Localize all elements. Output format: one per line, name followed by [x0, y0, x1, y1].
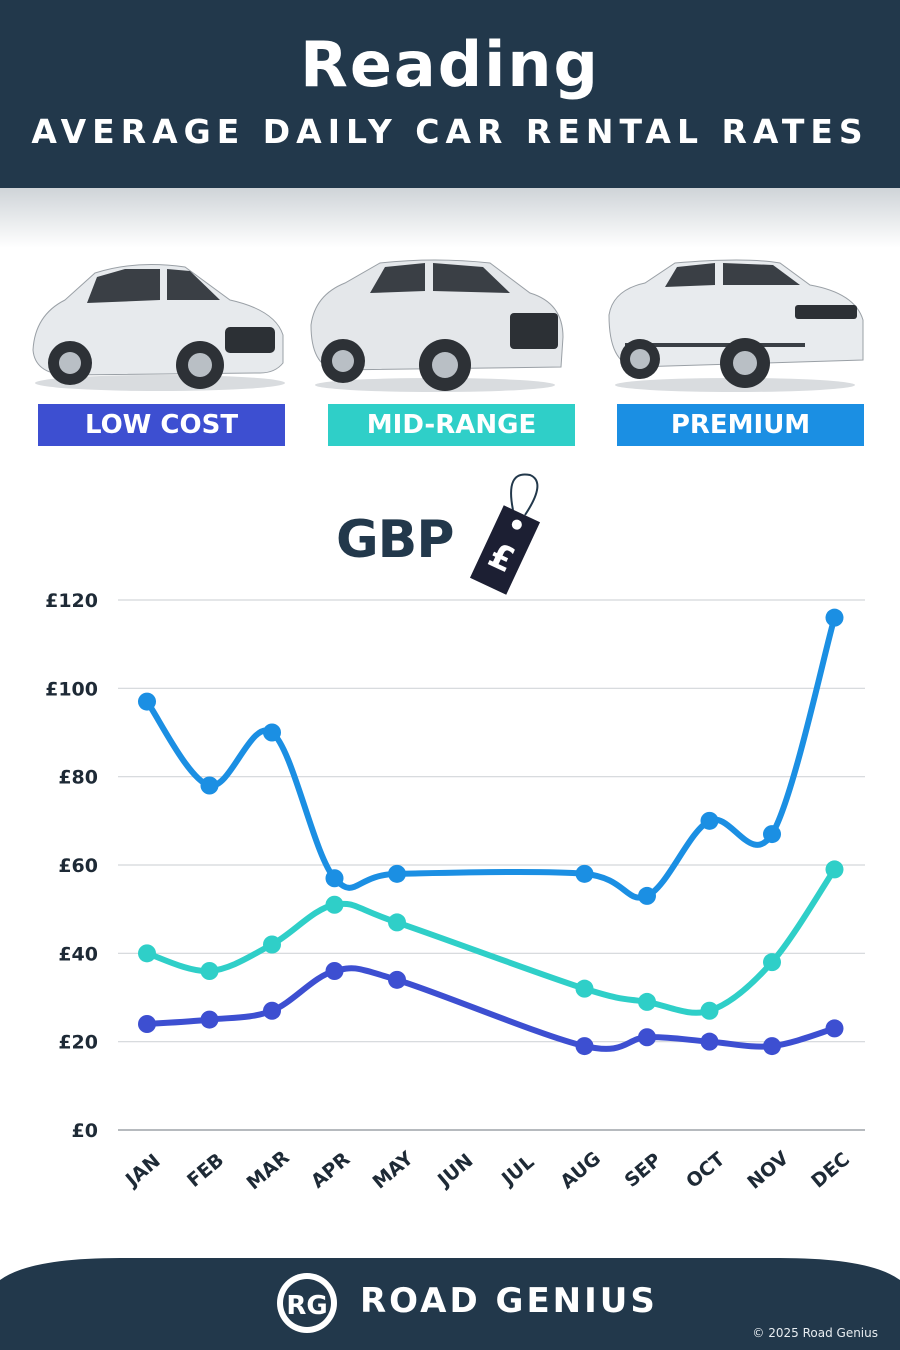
x-tick-label: SEP	[621, 1149, 666, 1192]
pound-price-tag-icon: £	[469, 473, 541, 595]
x-tick-label: AUG	[556, 1147, 605, 1193]
suv-car-icon	[310, 259, 564, 392]
x-tick-label: FEB	[183, 1149, 228, 1192]
data-point	[138, 692, 156, 711]
category-mid-range: MID-RANGE	[328, 404, 575, 446]
data-point	[763, 825, 781, 844]
x-tick-label: JAN	[120, 1150, 165, 1192]
header-banner: Reading AVERAGE DAILY CAR RENTAL RATES	[0, 0, 900, 188]
y-tick-label: £100	[45, 678, 98, 700]
x-tick-label: APR	[307, 1148, 355, 1193]
line-chart: £0 £20 £40 £60 £80 £100 £120 JAN FEB MAR APR MAY JU…	[45, 590, 865, 1194]
data-point	[138, 1015, 156, 1033]
x-tick-label: OCT	[682, 1148, 729, 1193]
data-point	[638, 992, 656, 1011]
x-tick-label: MAR	[243, 1146, 294, 1194]
data-point	[825, 860, 844, 879]
category-premium: PREMIUM	[617, 404, 864, 446]
header-shadow	[0, 188, 900, 248]
x-tick-label: NOV	[743, 1147, 793, 1194]
data-point	[200, 1010, 219, 1029]
data-point	[638, 886, 656, 905]
data-point	[638, 1028, 656, 1047]
y-tick-label: £60	[58, 855, 98, 877]
data-point	[200, 776, 219, 795]
brand-name: ROAD GENIUS	[360, 1281, 658, 1321]
y-tick-label: £0	[72, 1120, 98, 1142]
data-point	[825, 1019, 844, 1038]
premium-suv-car-icon	[608, 259, 864, 392]
hatchback-car-icon	[32, 264, 285, 391]
data-point	[325, 895, 344, 914]
series-line	[144, 614, 838, 901]
data-point	[388, 970, 406, 989]
currency-label: GBP	[336, 510, 454, 570]
road-genius-logo: RG	[286, 1291, 327, 1321]
data-point	[263, 723, 281, 742]
data-point	[263, 1001, 281, 1020]
x-tick-label: JUN	[432, 1150, 477, 1193]
data-point	[263, 935, 281, 954]
data-point	[575, 979, 594, 998]
category-low-cost: LOW COST	[38, 404, 285, 446]
series-line	[144, 965, 838, 1052]
data-point	[825, 608, 844, 627]
x-tick-label: MAY	[369, 1147, 418, 1193]
x-tick-label: JUL	[496, 1151, 538, 1191]
data-point	[700, 811, 719, 830]
data-point	[575, 864, 594, 883]
x-tick-label: DEC	[807, 1148, 854, 1192]
data-point	[763, 1037, 781, 1056]
data-point	[325, 962, 344, 980]
data-point	[388, 864, 406, 883]
y-tick-label: £20	[58, 1032, 98, 1054]
data-point	[200, 962, 219, 980]
series-line	[144, 866, 838, 1016]
page-subtitle: AVERAGE DAILY CAR RENTAL RATES	[31, 112, 869, 151]
data-point	[763, 953, 781, 972]
data-point	[325, 869, 344, 888]
data-point	[700, 1001, 719, 1020]
data-point	[575, 1037, 594, 1056]
data-point	[700, 1032, 719, 1051]
data-point	[388, 913, 406, 932]
copyright-text: © 2025 Road Genius	[752, 1326, 878, 1340]
y-tick-label: £120	[45, 590, 98, 612]
data-point	[138, 944, 156, 963]
page-title: Reading	[300, 28, 600, 101]
y-tick-label: £40	[58, 943, 98, 965]
y-tick-label: £80	[58, 767, 98, 789]
footer-banner: RG	[0, 1258, 900, 1350]
